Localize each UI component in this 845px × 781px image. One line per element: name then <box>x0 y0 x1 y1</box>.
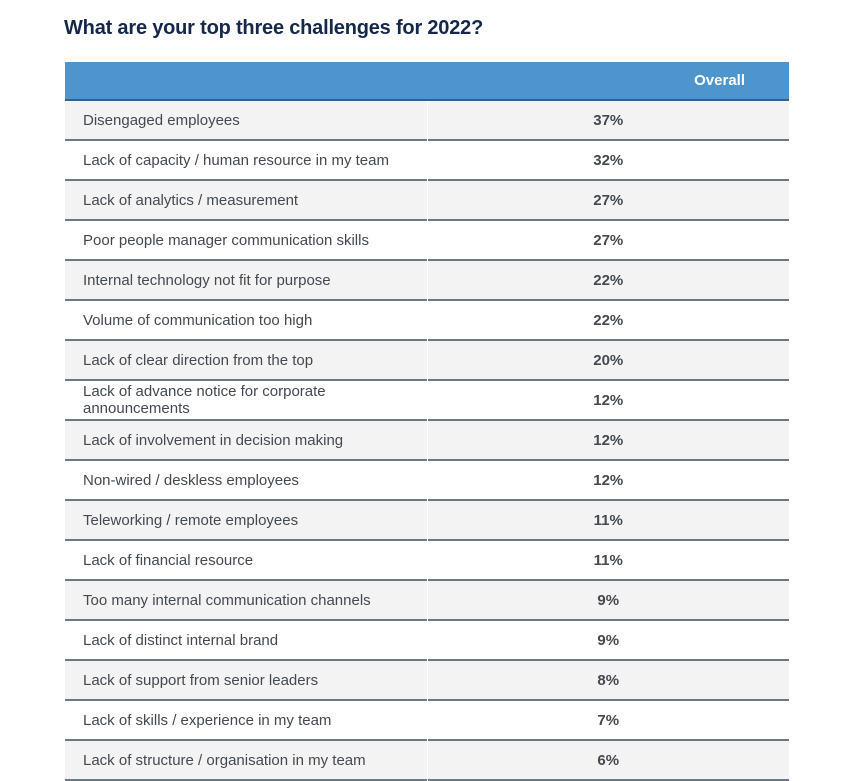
challenge-label: Too many internal communication channels <box>65 581 427 621</box>
table-row: Disengaged employees 37% <box>65 101 789 141</box>
table-row: Lack of clear direction from the top 20% <box>65 341 789 381</box>
table-header-row: Overall <box>65 62 789 101</box>
challenges-table: Overall Disengaged employees 37% Lack of c… <box>64 62 790 781</box>
overall-value: 12% <box>427 381 789 421</box>
page-title: What are your top three challenges for 2… <box>64 17 484 39</box>
challenge-label: Poor people manager communication skills <box>65 221 427 261</box>
overall-value: 20% <box>427 341 789 381</box>
challenge-label: Internal technology not fit for purpose <box>65 261 427 301</box>
table-row: Lack of skills / experience in my team 7% <box>65 701 789 741</box>
table-row: Lack of advance notice for corporate ann… <box>65 381 789 421</box>
challenge-label: Non-wired / deskless employees <box>65 461 427 501</box>
table-row: Lack of analytics / measurement 27% <box>65 181 789 221</box>
table-row: Lack of involvement in decision making 12… <box>65 421 789 461</box>
table-row: Volume of communication too high 22% <box>65 301 789 341</box>
table-row: Lack of distinct internal brand 9% <box>65 621 789 661</box>
overall-value: 22% <box>427 301 789 341</box>
challenge-label: Lack of financial resource <box>65 541 427 581</box>
table-row: Lack of support from senior leaders 8% <box>65 661 789 701</box>
table-row: Non-wired / deskless employees 12% <box>65 461 789 501</box>
overall-value: 7% <box>427 701 789 741</box>
challenge-label: Lack of support from senior leaders <box>65 661 427 701</box>
challenge-label: Lack of structure / organisation in my t… <box>65 741 427 781</box>
overall-value: 32% <box>427 141 789 181</box>
overall-value: 37% <box>427 101 789 141</box>
challenge-label: Lack of distinct internal brand <box>65 621 427 661</box>
table-row: Teleworking / remote employees 11% <box>65 501 789 541</box>
challenge-label: Lack of advance notice for corporate ann… <box>65 381 427 421</box>
overall-value: 9% <box>427 581 789 621</box>
table-row: Lack of capacity / human resource in my … <box>65 141 789 181</box>
overall-value: 12% <box>427 421 789 461</box>
overall-value: 6% <box>427 741 789 781</box>
table-row: Lack of structure / organisation in my t… <box>65 741 789 781</box>
challenge-label: Lack of skills / experience in my team <box>65 701 427 741</box>
challenge-label: Lack of capacity / human resource in my … <box>65 141 427 181</box>
table-row: Internal technology not fit for purpose 2… <box>65 261 789 301</box>
challenge-label: Lack of analytics / measurement <box>65 181 427 221</box>
table-body: Disengaged employees 37% Lack of capacity … <box>65 101 789 781</box>
challenge-label: Volume of communication too high <box>65 301 427 341</box>
table-row: Too many internal communication channels… <box>65 581 789 621</box>
table-row: Lack of financial resource 11% <box>65 541 789 581</box>
challenge-label: Lack of involvement in decision making <box>65 421 427 461</box>
challenge-label: Teleworking / remote employees <box>65 501 427 541</box>
overall-value: 12% <box>427 461 789 501</box>
header-overall-cell: Overall <box>65 62 789 101</box>
challenge-label: Lack of clear direction from the top <box>65 341 427 381</box>
overall-value: 8% <box>427 661 789 701</box>
overall-value: 27% <box>427 221 789 261</box>
overall-value: 22% <box>427 261 789 301</box>
challenge-label: Disengaged employees <box>65 101 427 141</box>
overall-value: 9% <box>427 621 789 661</box>
overall-value: 11% <box>427 501 789 541</box>
overall-value: 27% <box>427 181 789 221</box>
overall-value: 11% <box>427 541 789 581</box>
table-row: Poor people manager communication skills… <box>65 221 789 261</box>
